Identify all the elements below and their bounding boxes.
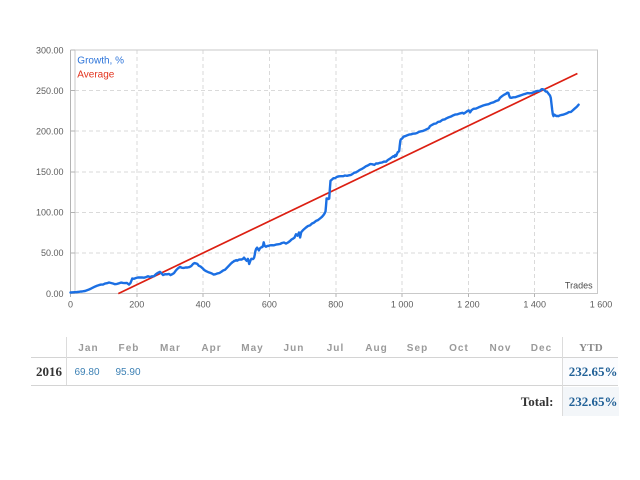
svg-text:1 200: 1 200 [457, 299, 480, 309]
svg-text:1 600: 1 600 [590, 299, 613, 309]
svg-text:600: 600 [262, 299, 277, 309]
svg-text:Growth, %: Growth, % [77, 56, 124, 67]
svg-text:250.00: 250.00 [36, 86, 64, 96]
svg-text:Average: Average [77, 70, 115, 81]
svg-text:Trades: Trades [565, 281, 593, 291]
svg-text:400: 400 [196, 299, 211, 309]
svg-text:50.00: 50.00 [41, 248, 64, 258]
svg-text:0.00: 0.00 [46, 289, 64, 299]
svg-text:200: 200 [129, 299, 144, 309]
svg-text:1 400: 1 400 [523, 299, 546, 309]
svg-text:150.00: 150.00 [36, 167, 64, 177]
svg-text:0: 0 [68, 299, 73, 309]
svg-text:100.00: 100.00 [36, 208, 64, 218]
svg-text:1 000: 1 000 [391, 299, 414, 309]
svg-text:800: 800 [328, 299, 343, 309]
svg-text:300.00: 300.00 [36, 45, 64, 55]
svg-text:200.00: 200.00 [36, 127, 64, 137]
